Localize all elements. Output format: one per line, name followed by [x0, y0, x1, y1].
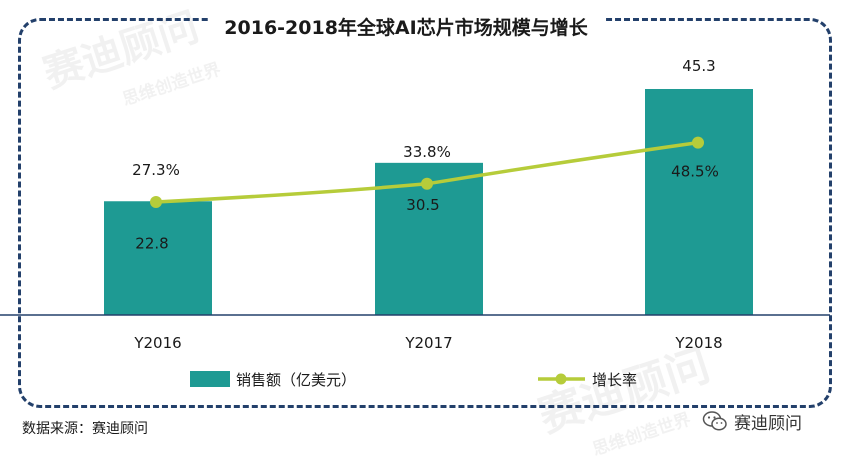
bar-value-label: 30.5 — [406, 196, 439, 214]
legend-label-bar: 销售额（亿美元） — [236, 371, 356, 389]
growth-rate-point — [150, 196, 162, 208]
title-box: 2016-2018年全球AI芯片市场规模与增长 — [208, 6, 604, 46]
growth-rate-point — [692, 136, 704, 149]
x-tick-label: Y2018 — [674, 334, 722, 352]
bar-value-label: 45.3 — [682, 57, 715, 75]
legend-label-line: 增长率 — [592, 371, 637, 389]
line-value-label: 48.5% — [671, 163, 719, 181]
bar-y2018 — [645, 89, 753, 315]
bar-y2016 — [104, 201, 212, 315]
line-value-label: 27.3% — [132, 161, 180, 179]
bar-value-label: 22.8 — [135, 234, 168, 252]
x-tick-label: Y2016 — [133, 334, 181, 352]
legend-swatch-bar — [190, 371, 230, 387]
chart-title: 2016-2018年全球AI芯片市场规模与增长 — [224, 16, 588, 39]
brand-name: 赛迪顾问 — [734, 413, 802, 434]
x-tick-label: Y2017 — [404, 334, 452, 352]
source-note: 数据来源：赛迪顾问 — [22, 421, 148, 437]
legend-swatch-point — [555, 373, 567, 385]
growth-rate-point — [421, 177, 433, 190]
line-value-label: 33.8% — [403, 143, 451, 161]
brand: 赛迪顾问 — [702, 409, 802, 434]
wechat-icon — [702, 411, 727, 431]
